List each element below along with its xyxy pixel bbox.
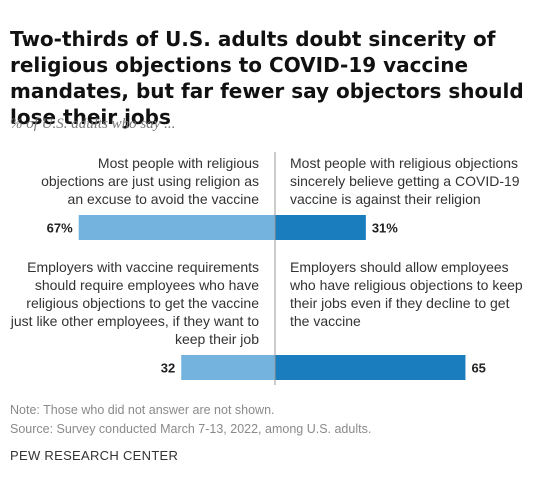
- row1-left-statement: Most people with religious objections ar…: [41, 155, 259, 207]
- organization-name: PEW RESEARCH CENTER: [10, 448, 179, 463]
- row2-right-bar: [275, 355, 466, 380]
- row1-right-statement: Most people with religious objections si…: [290, 155, 520, 207]
- chart-note: Note: Those who did not answer are not s…: [10, 403, 275, 417]
- row1-right-value-label: 31%: [372, 221, 398, 236]
- row2-left-value-label: 32: [161, 361, 175, 376]
- row1-left-bar: [78, 215, 275, 240]
- row2-right-value-label: 65: [471, 361, 485, 376]
- chart-subtitle: % of U.S. adults who say ...: [10, 116, 176, 132]
- row1-left-value-label: 67%: [47, 221, 73, 236]
- row2-left-statement: Employers with vaccine requirements shou…: [10, 259, 259, 347]
- chart-source: Source: Survey conducted March 7-13, 202…: [10, 422, 372, 436]
- diverging-bar-chart: 67% 31% 32 65: [47, 152, 486, 385]
- row1-right-bar: [275, 215, 366, 240]
- chart-title: Two-thirds of U.S. adults doubt sincerit…: [10, 27, 524, 129]
- row2-left-bar: [181, 355, 275, 380]
- row2-right-statement: Employers should allow employees who hav…: [290, 259, 523, 329]
